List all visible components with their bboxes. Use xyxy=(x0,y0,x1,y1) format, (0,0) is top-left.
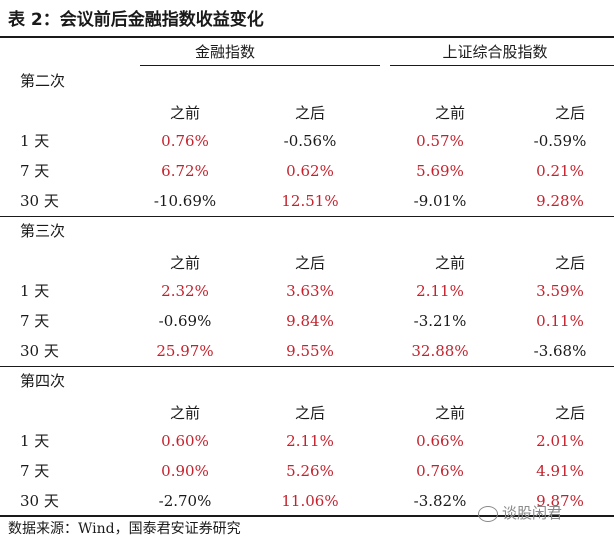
sub-header: 之前 xyxy=(434,254,465,272)
table-cell: 0.60% xyxy=(161,432,209,450)
table-cell: 0.76% xyxy=(416,462,464,480)
table-cell: 0.11% xyxy=(536,312,584,330)
table-cell: -3.21% xyxy=(413,312,467,330)
table-cell: 3.59% xyxy=(536,282,584,300)
watermark: 谈股闲君 xyxy=(478,500,562,526)
sub-header: 之后 xyxy=(294,404,325,422)
table-cell: 2.11% xyxy=(286,432,334,450)
header-financial-index: 金融指数 xyxy=(194,43,255,61)
sub-header: 之后 xyxy=(554,404,585,422)
row-label: 30 天 xyxy=(20,342,59,360)
row-label: 7 天 xyxy=(20,462,50,480)
bottom-rule xyxy=(0,515,614,517)
row-label: 1 天 xyxy=(20,132,50,150)
section-label: 第四次 xyxy=(20,372,66,390)
table-title: 表 2：会议前后金融指数收益变化 xyxy=(8,10,264,30)
table-cell: -0.69% xyxy=(158,312,212,330)
sub-header: 之后 xyxy=(294,104,325,122)
sub-header: 之前 xyxy=(434,404,465,422)
table-cell: 0.21% xyxy=(536,162,584,180)
watermark-text: 谈股闲君 xyxy=(502,504,563,522)
sub-header: 之前 xyxy=(434,104,465,122)
section-divider xyxy=(0,366,614,367)
table-cell: 2.11% xyxy=(416,282,464,300)
sub-header: 之后 xyxy=(294,254,325,272)
section-divider xyxy=(0,216,614,217)
table-cell: 2.01% xyxy=(536,432,584,450)
table-cell: -2.70% xyxy=(158,492,212,510)
table-cell: 4.91% xyxy=(536,462,584,480)
section-label: 第三次 xyxy=(20,222,66,240)
table-cell: 9.28% xyxy=(536,192,584,210)
table-cell: 11.06% xyxy=(281,492,339,510)
table-cell: 25.97% xyxy=(156,342,214,360)
header-underline-1 xyxy=(140,65,380,66)
table-cell: 9.55% xyxy=(286,342,334,360)
table-cell: -0.56% xyxy=(283,132,337,150)
row-label: 30 天 xyxy=(20,492,59,510)
table-cell: -9.01% xyxy=(413,192,467,210)
table-cell: 12.51% xyxy=(281,192,339,210)
sub-header: 之后 xyxy=(554,254,585,272)
table-cell: 0.76% xyxy=(161,132,209,150)
top-rule xyxy=(0,36,614,38)
row-label: 1 天 xyxy=(20,282,50,300)
table-cell: 0.57% xyxy=(416,132,464,150)
row-label: 30 天 xyxy=(20,192,59,210)
table-cell: 9.87% xyxy=(536,492,584,510)
header-shanghai-composite: 上证综合股指数 xyxy=(442,43,548,61)
source-note: 数据来源：Wind，国泰君安证券研究 xyxy=(8,521,241,537)
row-label: 7 天 xyxy=(20,312,50,330)
sub-header: 之前 xyxy=(169,254,200,272)
table-cell: 9.84% xyxy=(286,312,334,330)
wechat-icon xyxy=(478,505,498,522)
table-cell: 5.69% xyxy=(416,162,464,180)
table-cell: 0.90% xyxy=(161,462,209,480)
sub-header: 之后 xyxy=(554,104,585,122)
section-label: 第二次 xyxy=(20,72,66,90)
sub-header: 之前 xyxy=(169,104,200,122)
header-underline-2 xyxy=(390,65,614,66)
table-cell: 5.26% xyxy=(286,462,334,480)
row-label: 1 天 xyxy=(20,432,50,450)
table-cell: -3.68% xyxy=(533,342,587,360)
table-cell: 2.32% xyxy=(161,282,209,300)
sub-header: 之前 xyxy=(169,404,200,422)
row-label: 7 天 xyxy=(20,162,50,180)
table-cell: 0.62% xyxy=(286,162,334,180)
table-cell: 3.63% xyxy=(286,282,334,300)
table-cell: 0.66% xyxy=(416,432,464,450)
table-cell: -0.59% xyxy=(533,132,587,150)
table-cell: 6.72% xyxy=(161,162,209,180)
table-cell: -10.69% xyxy=(153,192,217,210)
table-cell: -3.82% xyxy=(413,492,467,510)
table-cell: 32.88% xyxy=(411,342,469,360)
